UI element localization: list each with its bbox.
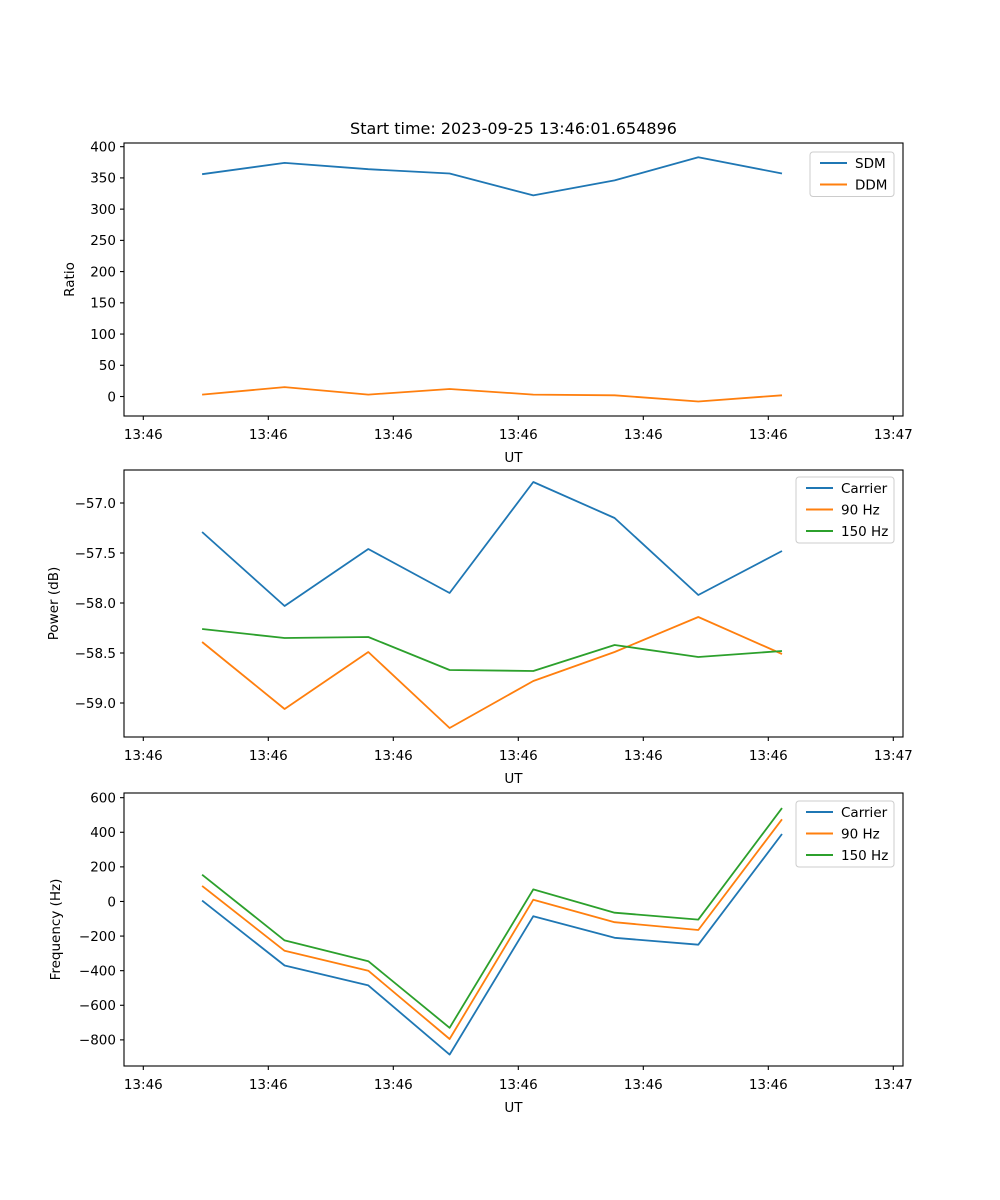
x-tick-label: 13:46: [124, 1077, 163, 1093]
x-tick-label: 13:46: [374, 748, 413, 764]
y-axis-label: Frequency (Hz): [48, 879, 64, 981]
legend: Carrier 90 Hz 150 Hz: [795, 800, 895, 868]
legend-label: 150 Hz: [841, 848, 888, 864]
x-axis-label: UT: [504, 1100, 523, 1116]
y-tick-label: 300: [90, 202, 116, 218]
x-tick-label: 13:46: [374, 1077, 413, 1093]
y-axis-label: Power (dB): [46, 567, 62, 640]
x-tick-label: 13:46: [499, 427, 538, 443]
legend-box: [795, 476, 895, 544]
plot-border: [123, 469, 904, 738]
y-tick-label: 200: [90, 860, 116, 876]
x-tick-label: 13:46: [249, 1077, 288, 1093]
y-axis-label: Ratio: [62, 262, 78, 297]
series-line-90-hz: [201, 616, 783, 729]
power-chart: −57.0 −57.5 −58.0 −58.5 −59.0 13:46 13:46 13:46…: [46, 469, 913, 787]
y-tick-label: −400: [79, 963, 116, 979]
y-tick-label: 200: [90, 264, 116, 280]
legend-label: 90 Hz: [841, 826, 880, 842]
series-line-150-hz: [201, 807, 783, 1029]
plot-border: [123, 792, 904, 1067]
y-tick-label: 400: [90, 139, 116, 155]
x-tick-label: 13:46: [749, 427, 788, 443]
x-tick-label: 13:46: [624, 427, 663, 443]
x-tick-label: 13:46: [624, 748, 663, 764]
x-tick-label: 13:46: [124, 748, 163, 764]
y-tick-label: 100: [90, 327, 116, 343]
x-tick-label: 13:47: [874, 1077, 913, 1093]
y-tick-label: 250: [90, 233, 116, 249]
x-tick-label: 13:46: [749, 1077, 788, 1093]
plot-border: [123, 142, 904, 417]
series-line-ddm: [202, 386, 783, 403]
frequency-chart: 600 400 200 0 −200 −400 −600 −800 13:46 13:46 13:4…: [48, 790, 913, 1116]
series-line-150-hz: [202, 628, 783, 672]
y-tick-label: −58.0: [75, 596, 116, 612]
y-tick-label: 600: [90, 790, 116, 806]
x-tick-label: 13:47: [874, 427, 913, 443]
legend-label: 90 Hz: [841, 502, 880, 518]
series-line-90-hz: [201, 818, 783, 1040]
y-tick-label: −600: [79, 998, 116, 1014]
x-tick-label: 13:46: [124, 427, 163, 443]
x-axis-label: UT: [504, 771, 523, 787]
x-tick-label: 13:46: [749, 748, 788, 764]
x-axis-label: UT: [504, 450, 523, 466]
x-tick-label: 13:46: [374, 427, 413, 443]
legend-label: SDM: [855, 156, 886, 172]
x-tick-label: 13:46: [499, 1077, 538, 1093]
y-tick-label: −58.5: [75, 646, 116, 662]
y-tick-label: −57.0: [75, 496, 116, 512]
y-tick-label: −200: [79, 929, 116, 945]
legend-box: [795, 800, 895, 868]
y-tick-label: −57.5: [75, 546, 116, 562]
ratio-chart: 0 50 100 150 200 250 300 350 400 13:46 13:46 13:46 1…: [62, 139, 913, 466]
y-tick-label: 150: [90, 296, 116, 312]
series-line-carrier: [201, 833, 783, 1056]
y-tick-label: 0: [107, 894, 116, 910]
y-tick-label: 350: [90, 171, 116, 187]
y-tick-label: 50: [99, 358, 116, 374]
series-line-sdm: [201, 156, 783, 197]
legend-label: 150 Hz: [841, 524, 888, 540]
legend: Carrier 90 Hz 150 Hz: [795, 476, 895, 544]
series-line-carrier: [201, 481, 783, 607]
legend-label: DDM: [855, 177, 887, 193]
y-tick-label: −800: [79, 1033, 116, 1049]
legend-label: Carrier: [841, 481, 888, 497]
x-tick-label: 13:46: [499, 748, 538, 764]
x-tick-label: 13:46: [624, 1077, 663, 1093]
x-tick-label: 13:46: [249, 748, 288, 764]
y-tick-label: 400: [90, 825, 116, 841]
x-tick-label: 13:46: [249, 427, 288, 443]
y-tick-label: 0: [107, 389, 116, 405]
x-tick-label: 13:47: [874, 748, 913, 764]
y-tick-label: −59.0: [75, 696, 116, 712]
legend: SDM DDM: [809, 151, 895, 197]
legend-label: Carrier: [841, 805, 888, 821]
chart-title: Start time: 2023-09-25 13:46:01.654896: [350, 119, 677, 138]
